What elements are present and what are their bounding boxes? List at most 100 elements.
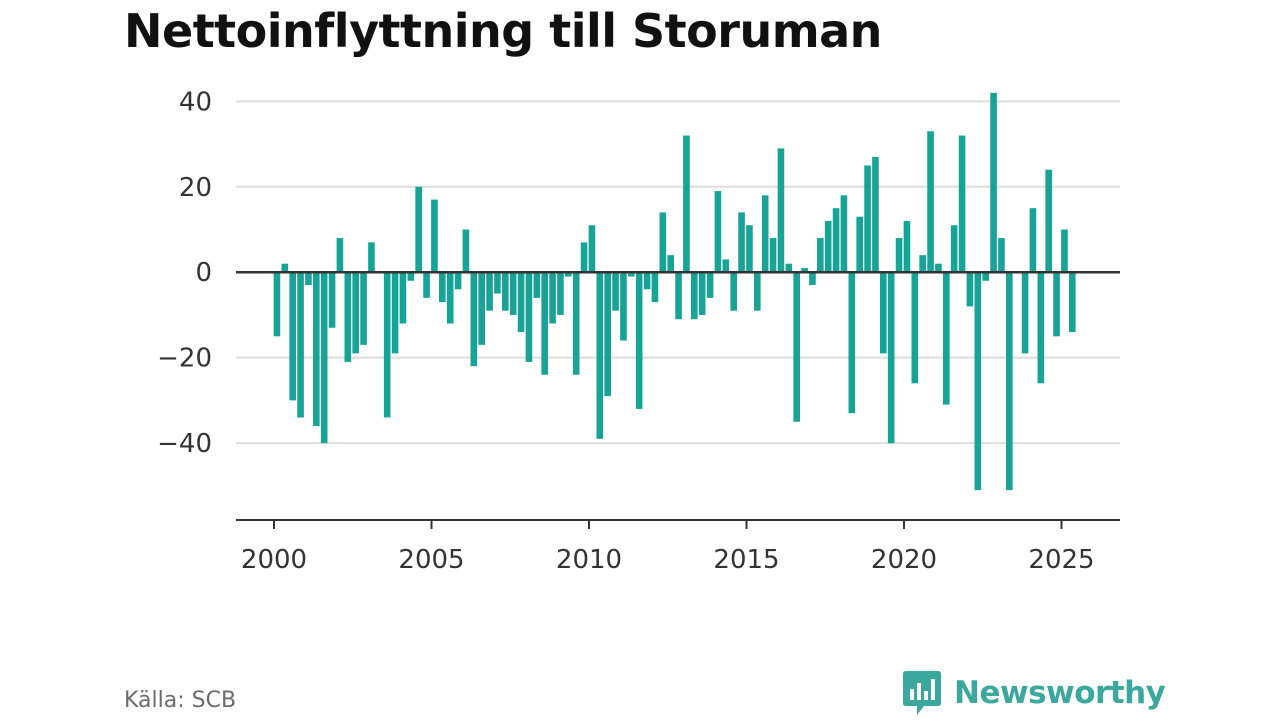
bar xyxy=(525,272,533,362)
y-tick-label: −20 xyxy=(157,344,212,374)
bar xyxy=(832,208,840,273)
bar xyxy=(407,272,415,281)
bar xyxy=(706,272,714,298)
bar xyxy=(974,272,982,491)
bar xyxy=(714,191,722,273)
bar xyxy=(273,272,281,337)
bar xyxy=(478,272,485,345)
y-tick-label: 0 xyxy=(195,258,212,288)
source-note: Källa: SCB xyxy=(124,688,237,713)
bar xyxy=(470,272,478,367)
bar xyxy=(1037,272,1045,384)
bar xyxy=(769,238,777,273)
bar xyxy=(533,272,541,298)
bar xyxy=(454,272,462,290)
bar xyxy=(817,238,824,273)
bar xyxy=(659,212,667,273)
bar xyxy=(502,272,509,311)
bar xyxy=(785,263,793,273)
bar xyxy=(305,272,312,286)
bar xyxy=(675,272,682,320)
bar xyxy=(415,186,422,273)
bar xyxy=(895,238,903,273)
bar xyxy=(344,272,352,362)
bar xyxy=(588,225,596,273)
bar xyxy=(565,272,572,277)
bar xyxy=(439,272,446,303)
bar xyxy=(572,272,580,375)
bar xyxy=(691,272,698,320)
bar xyxy=(462,229,470,273)
bar xyxy=(990,92,997,273)
bar xyxy=(391,272,399,354)
brand-logo: Newsworthy xyxy=(902,668,1166,718)
bar xyxy=(777,148,785,273)
bar xyxy=(635,272,643,409)
bar xyxy=(856,216,863,273)
bar xyxy=(1061,229,1068,273)
bar xyxy=(446,272,454,324)
bar xyxy=(328,272,336,328)
bar xyxy=(541,272,548,375)
bar xyxy=(935,263,942,273)
bar xyxy=(840,195,848,273)
bar xyxy=(549,272,556,324)
bar xyxy=(698,272,706,315)
y-tick-label: −40 xyxy=(157,429,212,459)
bar xyxy=(824,220,832,273)
bar xyxy=(509,272,517,315)
bar xyxy=(738,212,745,273)
bar xyxy=(919,255,926,273)
bar xyxy=(620,272,627,341)
bar xyxy=(297,272,304,418)
y-tick-label: 20 xyxy=(179,173,212,203)
bar xyxy=(730,272,737,311)
bar xyxy=(958,135,966,273)
bar xyxy=(557,272,564,315)
bar xyxy=(1069,272,1076,333)
bar xyxy=(754,272,761,311)
bar xyxy=(667,255,674,273)
bar xyxy=(927,131,934,273)
bar xyxy=(399,272,407,324)
bar xyxy=(281,263,289,273)
x-tick-label: 2020 xyxy=(871,545,937,575)
bar xyxy=(1029,208,1037,273)
bar xyxy=(982,272,989,281)
bar xyxy=(596,272,604,439)
bar xyxy=(320,272,328,444)
bar xyxy=(580,242,588,273)
x-tick-label: 2025 xyxy=(1028,545,1094,575)
y-tick-label: 40 xyxy=(179,87,212,117)
bar-chart-speech-bubble-icon xyxy=(903,671,941,715)
bar xyxy=(903,220,911,273)
bar xyxy=(950,225,958,273)
bar xyxy=(352,272,359,354)
bar xyxy=(998,238,1005,273)
bar xyxy=(494,272,501,294)
brand-name: Newsworthy xyxy=(954,675,1166,711)
x-tick-label: 2000 xyxy=(241,545,307,575)
bar xyxy=(943,272,950,405)
bar xyxy=(801,267,808,273)
bar xyxy=(746,225,753,273)
bar xyxy=(966,272,974,307)
bar xyxy=(360,272,367,345)
bar xyxy=(722,259,730,273)
bar xyxy=(880,272,887,354)
bar xyxy=(1006,272,1013,491)
bar xyxy=(643,272,651,290)
bar xyxy=(1021,272,1029,354)
bar xyxy=(651,272,659,303)
bar xyxy=(612,272,619,311)
bar xyxy=(683,135,690,273)
bar xyxy=(313,272,320,427)
bar xyxy=(793,272,800,422)
bar xyxy=(761,195,769,273)
bar-chart: 40 20 0 −20 −40 2000 2005 2010 2015 2020 2025 xyxy=(157,87,1120,575)
bar xyxy=(848,272,856,414)
bar xyxy=(872,156,879,273)
bar xyxy=(864,165,871,273)
bar xyxy=(604,272,611,397)
bar xyxy=(423,272,430,298)
